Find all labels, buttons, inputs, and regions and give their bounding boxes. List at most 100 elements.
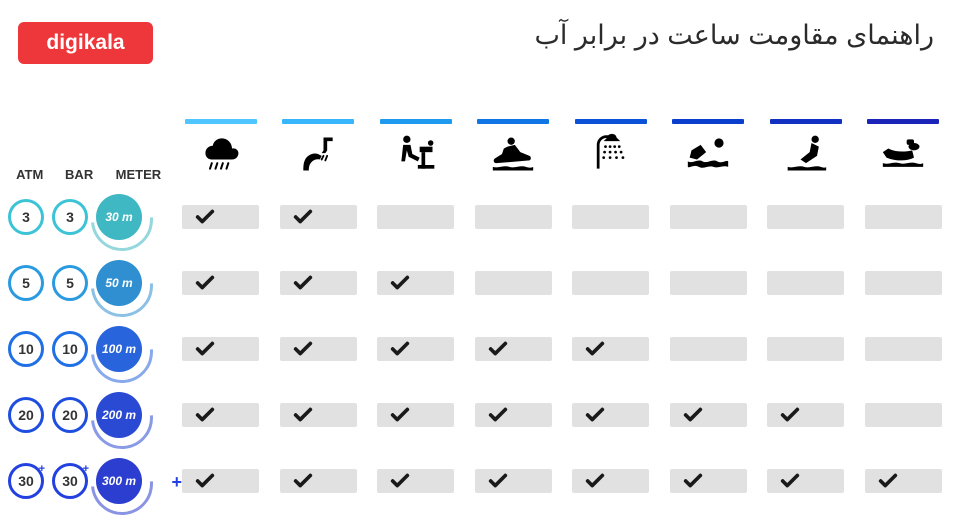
check-icon	[584, 470, 606, 492]
cell-5-jetski	[475, 271, 552, 295]
cell-10-scuba	[865, 337, 942, 361]
cell-30-jetski	[475, 469, 552, 493]
header-atm: ATM	[10, 167, 49, 182]
dive-icon	[782, 130, 830, 178]
page-title: راهنمای مقاومت ساعت در برابر آب	[534, 20, 934, 51]
cell-20-swim	[670, 403, 747, 427]
cell-30-scuba	[865, 469, 942, 493]
cell-3-work	[377, 205, 454, 229]
check-icon	[292, 404, 314, 426]
cell-5-work	[377, 271, 454, 295]
meter-badge: 30 m	[96, 194, 142, 240]
check-icon	[682, 470, 704, 492]
depth-row-3: 3330 m	[8, 194, 168, 240]
depth-row-5: 5550 m	[8, 260, 168, 306]
cell-3-rain	[182, 205, 259, 229]
water-resistance-table: ATMBARMETER3330 m5550 m1010100 m2020200 …	[8, 100, 948, 512]
bar-badge: 10	[52, 331, 88, 367]
cell-10-swim	[670, 337, 747, 361]
atm-badge: 20	[8, 397, 44, 433]
check-icon	[292, 272, 314, 294]
cell-30-dive	[767, 469, 844, 493]
check-icon	[487, 404, 509, 426]
cell-3-dive	[767, 205, 844, 229]
unit-headers: ATM BAR METER	[8, 100, 168, 182]
cell-30-swim	[670, 469, 747, 493]
cell-20-dive	[767, 403, 844, 427]
cell-20-scuba	[865, 403, 942, 427]
wash-icon	[294, 130, 342, 178]
activity-scuba-bar	[867, 119, 939, 124]
swim-icon	[684, 130, 732, 178]
depth-row-10: 1010100 m	[8, 326, 168, 372]
activity-dive-bar	[770, 119, 842, 124]
bar-badge: 5	[52, 265, 88, 301]
brand-logo-text: digikala	[46, 31, 124, 55]
check-icon	[389, 470, 411, 492]
atm-badge: 3	[8, 199, 44, 235]
cell-5-swim	[670, 271, 747, 295]
activity-shower	[566, 100, 656, 182]
depth-row-30: 30+30+300 m+	[8, 458, 168, 504]
scuba-icon	[879, 130, 927, 178]
check-icon	[389, 272, 411, 294]
cell-3-swim	[670, 205, 747, 229]
cell-10-rain	[182, 337, 259, 361]
activity-scuba	[859, 100, 949, 182]
activity-work	[371, 100, 461, 182]
activity-rain-bar	[185, 119, 257, 124]
header-bar: BAR	[59, 167, 98, 182]
cell-3-shower	[572, 205, 649, 229]
activity-jetski	[469, 100, 559, 182]
cell-3-jetski	[475, 205, 552, 229]
activity-jetski-bar	[477, 119, 549, 124]
check-icon	[877, 470, 899, 492]
cell-20-wash	[280, 403, 357, 427]
check-icon	[487, 338, 509, 360]
brand-logo: digikala	[18, 22, 153, 64]
cell-20-rain	[182, 403, 259, 427]
check-icon	[487, 470, 509, 492]
cell-10-wash	[280, 337, 357, 361]
check-icon	[292, 338, 314, 360]
shower-icon	[587, 130, 635, 178]
check-icon	[292, 206, 314, 228]
check-icon	[389, 404, 411, 426]
check-icon	[584, 404, 606, 426]
cell-3-scuba	[865, 205, 942, 229]
activity-swim-bar	[672, 119, 744, 124]
check-icon	[389, 338, 411, 360]
cell-10-dive	[767, 337, 844, 361]
check-icon	[292, 470, 314, 492]
activity-wash-bar	[282, 119, 354, 124]
meter-badge: 100 m	[96, 326, 142, 372]
activity-work-bar	[380, 119, 452, 124]
bar-badge: 3	[52, 199, 88, 235]
bar-badge: 30+	[52, 463, 88, 499]
cell-5-scuba	[865, 271, 942, 295]
check-icon	[779, 404, 801, 426]
meter-badge: 50 m	[96, 260, 142, 306]
cell-3-wash	[280, 205, 357, 229]
activity-swim	[664, 100, 754, 182]
header-meter: METER	[109, 167, 168, 182]
meter-badge: 300 m	[96, 458, 142, 504]
atm-badge: 10	[8, 331, 44, 367]
cell-5-wash	[280, 271, 357, 295]
meter-badge: 200 m	[96, 392, 142, 438]
plus-icon: +	[171, 472, 182, 493]
check-icon	[682, 404, 704, 426]
atm-badge: 30+	[8, 463, 44, 499]
check-icon	[194, 338, 216, 360]
activity-dive	[761, 100, 851, 182]
cell-10-jetski	[475, 337, 552, 361]
depth-row-20: 2020200 m	[8, 392, 168, 438]
cell-5-shower	[572, 271, 649, 295]
cell-20-work	[377, 403, 454, 427]
cell-30-work	[377, 469, 454, 493]
jetski-icon	[489, 130, 537, 178]
check-icon	[194, 470, 216, 492]
activity-shower-bar	[575, 119, 647, 124]
cell-10-shower	[572, 337, 649, 361]
cell-5-dive	[767, 271, 844, 295]
